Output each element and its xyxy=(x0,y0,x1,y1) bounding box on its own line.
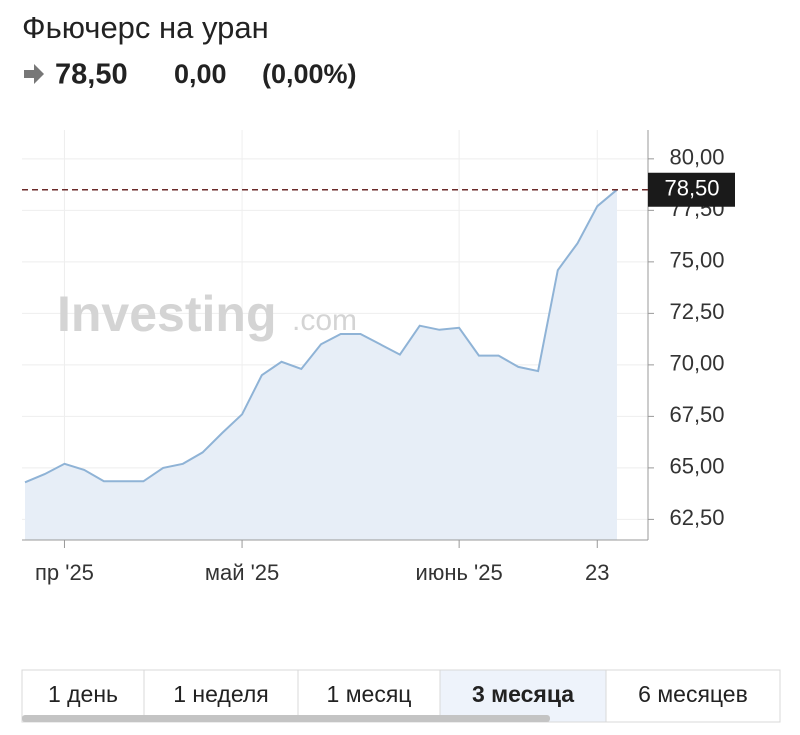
area-fill xyxy=(25,189,617,540)
last-price-label: 78,50 xyxy=(664,176,719,201)
y-tick-label: 65,00 xyxy=(669,454,724,479)
y-tick-label: 72,50 xyxy=(669,299,724,324)
watermark-suffix: .com xyxy=(292,304,357,337)
arrow-icon xyxy=(24,64,44,84)
tab[interactable] xyxy=(439,669,607,723)
y-tick-label: 62,50 xyxy=(669,505,724,530)
tab-label[interactable]: 3 месяца xyxy=(472,681,574,707)
y-tick-label: 70,00 xyxy=(669,351,724,376)
y-tick-label: 80,00 xyxy=(669,145,724,170)
tab-label[interactable]: 6 месяцев xyxy=(638,681,748,707)
y-tick-label: 75,00 xyxy=(669,248,724,273)
tab-label[interactable]: 1 неделя xyxy=(173,681,269,707)
change-pct: (0,00%) xyxy=(262,59,357,89)
watermark: Investing xyxy=(57,286,276,342)
x-tick-label: пр '25 xyxy=(35,560,94,585)
tab-label[interactable]: 1 месяц xyxy=(327,681,412,707)
tab[interactable] xyxy=(143,669,299,723)
last-price-box xyxy=(648,172,735,207)
y-tick-label: 67,50 xyxy=(669,402,724,427)
x-tick-label: 23 xyxy=(585,560,609,585)
price: 78,50 xyxy=(55,59,128,91)
tab[interactable] xyxy=(605,669,781,723)
scrollbar xyxy=(22,715,550,722)
line xyxy=(24,188,618,484)
tab-label[interactable]: 1 день xyxy=(48,681,118,707)
x-tick-label: май '25 xyxy=(205,560,279,585)
x-tick-label: июнь '25 xyxy=(416,560,503,585)
title: Фьючерс на уран xyxy=(22,10,269,45)
change: 0,00 xyxy=(174,59,227,89)
